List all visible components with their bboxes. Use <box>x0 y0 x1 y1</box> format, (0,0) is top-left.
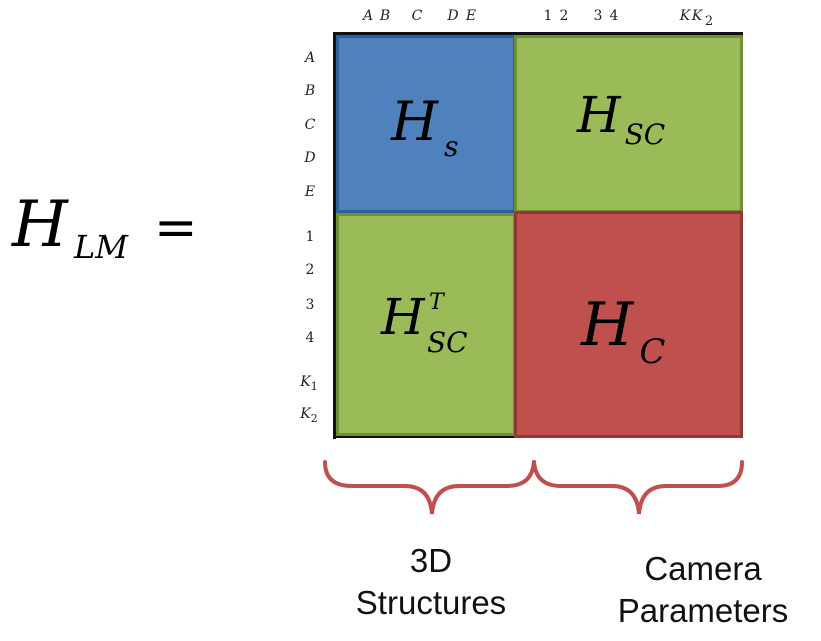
block-hsc: H SC <box>514 35 743 213</box>
col-label-4: 4 <box>609 8 619 24</box>
col-label-d: D <box>447 8 459 24</box>
row-label: D <box>304 150 316 166</box>
row-label: 1 <box>305 229 315 245</box>
row-label: B <box>304 83 316 99</box>
right-brace <box>532 460 744 515</box>
matrix-top-border <box>333 32 743 35</box>
col-label-2: 2 <box>559 8 569 24</box>
lhs-subscript: LM <box>74 228 129 266</box>
col-label-c: C <box>411 8 423 24</box>
row-label: K1 <box>300 374 318 393</box>
left-brace <box>323 460 536 515</box>
caption-3d-structures: 3D Structures <box>316 540 546 624</box>
block-hsct-label: H T SC <box>381 288 468 359</box>
row-label: A <box>304 50 316 66</box>
col-label-a: A <box>362 8 374 24</box>
col-label-k1: K <box>679 8 691 24</box>
row-label: E <box>304 184 316 200</box>
col-label-3: 3 <box>593 8 603 24</box>
equals-sign: = <box>154 198 198 258</box>
col-label-e: E <box>465 8 477 24</box>
block-hsct: H T SC <box>336 213 516 436</box>
caption-left-line1: 3D <box>409 542 453 579</box>
caption-right-line1: Camera <box>644 550 762 587</box>
col-label-k2-sub: 2 <box>704 14 714 29</box>
caption-right-line2: Parameters <box>617 592 789 629</box>
caption-camera-parameters: Camera Parameters <box>588 548 818 632</box>
row-label: 4 <box>305 330 315 346</box>
row-label: C <box>304 117 316 133</box>
matrix-left-border <box>333 32 336 439</box>
col-label-b: B <box>379 8 391 24</box>
row-label: K2 <box>300 406 318 425</box>
col-label-1: 1 <box>543 8 553 24</box>
lhs-base: H <box>12 188 68 262</box>
block-hsc-label: H SC <box>577 86 666 151</box>
matrix-bottom-border <box>333 435 515 438</box>
caption-left-line2: Structures <box>355 584 507 621</box>
row-label: 2 <box>305 262 315 278</box>
col-label-k2: K <box>691 8 703 24</box>
row-label: 3 <box>305 297 315 313</box>
